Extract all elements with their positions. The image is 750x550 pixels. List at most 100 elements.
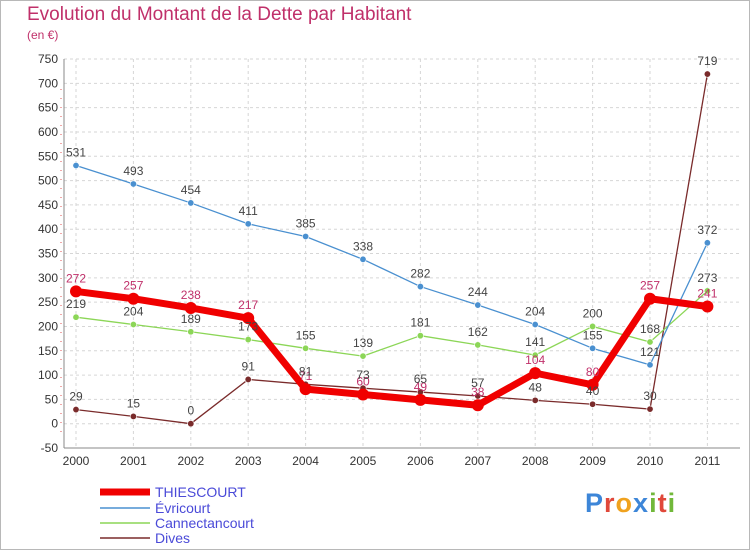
data-label: 155 [296, 328, 316, 342]
x-tick-label: 2001 [120, 454, 147, 468]
logo-letter: o [615, 488, 634, 518]
series-lines [70, 70, 714, 428]
y-tick-label: 50 [45, 392, 59, 406]
data-label: 241 [697, 287, 717, 301]
series-line [75, 290, 708, 357]
grid-lines [64, 58, 740, 449]
data-point [531, 351, 539, 359]
x-tick-label: 2004 [292, 454, 319, 468]
y-tick-label: 600 [38, 125, 58, 139]
y-tick-label: -50 [41, 441, 59, 455]
y-tick-label: 150 [38, 344, 58, 358]
data-point [359, 255, 367, 263]
data-point [586, 378, 599, 391]
series-thiescourt [70, 285, 714, 412]
data-point [416, 283, 424, 291]
y-tick-label: 450 [38, 198, 58, 212]
data-point [187, 420, 195, 428]
data-label: 200 [583, 306, 603, 320]
proxiti-logo: Proxiti [585, 488, 676, 519]
data-label: 257 [640, 279, 660, 293]
data-point [474, 341, 482, 349]
logo-letter: t [657, 488, 668, 518]
data-point [72, 406, 80, 414]
data-point [187, 199, 195, 207]
data-label: 181 [410, 316, 430, 330]
y-tick-label: 500 [38, 174, 58, 188]
data-label: 71 [299, 369, 313, 383]
data-point [529, 367, 542, 380]
data-label: 73 [356, 368, 370, 382]
data-label: 454 [181, 183, 201, 197]
data-label: 15 [127, 396, 141, 410]
data-point [589, 400, 597, 408]
y-tick-label: 100 [38, 368, 58, 382]
data-point [302, 232, 310, 240]
data-label: 272 [66, 271, 86, 285]
logo-letter: P [585, 488, 605, 518]
legend-label: Dives [155, 530, 190, 546]
data-point [703, 287, 711, 295]
data-point [359, 352, 367, 360]
data-point [589, 344, 597, 352]
data-label: 217 [238, 298, 258, 312]
data-point [414, 393, 427, 406]
x-tick-label: 2010 [637, 454, 664, 468]
data-point [701, 300, 714, 313]
data-label: 40 [586, 384, 600, 398]
series--vricourt [72, 161, 711, 369]
data-label: 162 [468, 325, 488, 339]
x-tick-labels: 2000 2001 2002 2003 2004 2005 2006 2007 2008 2009… [63, 454, 721, 468]
data-label: 204 [525, 304, 545, 318]
data-point [474, 392, 482, 400]
data-point [471, 399, 484, 412]
y-tick-label: 400 [38, 222, 58, 236]
y-tick-label: 650 [38, 101, 58, 115]
data-point [72, 313, 80, 321]
data-label: 29 [69, 390, 83, 404]
y-tick-label: 550 [38, 149, 58, 163]
data-label: 121 [640, 345, 660, 359]
data-point [416, 332, 424, 340]
data-point [129, 412, 137, 420]
data-label: 30 [643, 389, 657, 403]
x-tick-label: 2011 [694, 454, 720, 468]
data-point [184, 301, 197, 314]
data-label: 372 [697, 223, 717, 237]
data-point [644, 292, 656, 305]
data-point [589, 322, 597, 330]
data-label: 38 [471, 385, 485, 399]
x-tick-label: 2003 [235, 454, 262, 468]
data-label: 104 [525, 353, 545, 367]
x-tick-label: 2000 [63, 454, 90, 468]
y-tick-label: 200 [38, 319, 58, 333]
y-tick-labels: -50 0 50 100 150 200 250 300 350 400 450 500 550 600 6… [38, 52, 58, 455]
data-label: 244 [468, 285, 488, 299]
series-dives [72, 70, 711, 428]
data-point [299, 383, 312, 396]
data-point [72, 161, 80, 169]
y-tick-label: 300 [38, 271, 58, 285]
data-label: 91 [242, 359, 256, 373]
data-label: 273 [697, 271, 717, 285]
data-point [646, 405, 654, 413]
x-tick-label: 2007 [464, 454, 491, 468]
data-label: 60 [356, 375, 370, 389]
data-label: 493 [123, 164, 143, 178]
series-line [75, 73, 709, 425]
chart-subtitle: (en €) [27, 28, 59, 42]
data-point [187, 328, 195, 336]
data-label: 204 [123, 304, 143, 318]
data-label: 48 [529, 380, 543, 394]
data-point [127, 292, 140, 305]
axes [60, 59, 740, 449]
data-point [357, 388, 369, 401]
data-label: 57 [471, 376, 485, 390]
data-label: 81 [299, 364, 313, 378]
data-label: 531 [66, 145, 86, 159]
data-label: 219 [66, 297, 86, 311]
data-label: 338 [353, 239, 373, 253]
data-label: 173 [238, 320, 258, 334]
